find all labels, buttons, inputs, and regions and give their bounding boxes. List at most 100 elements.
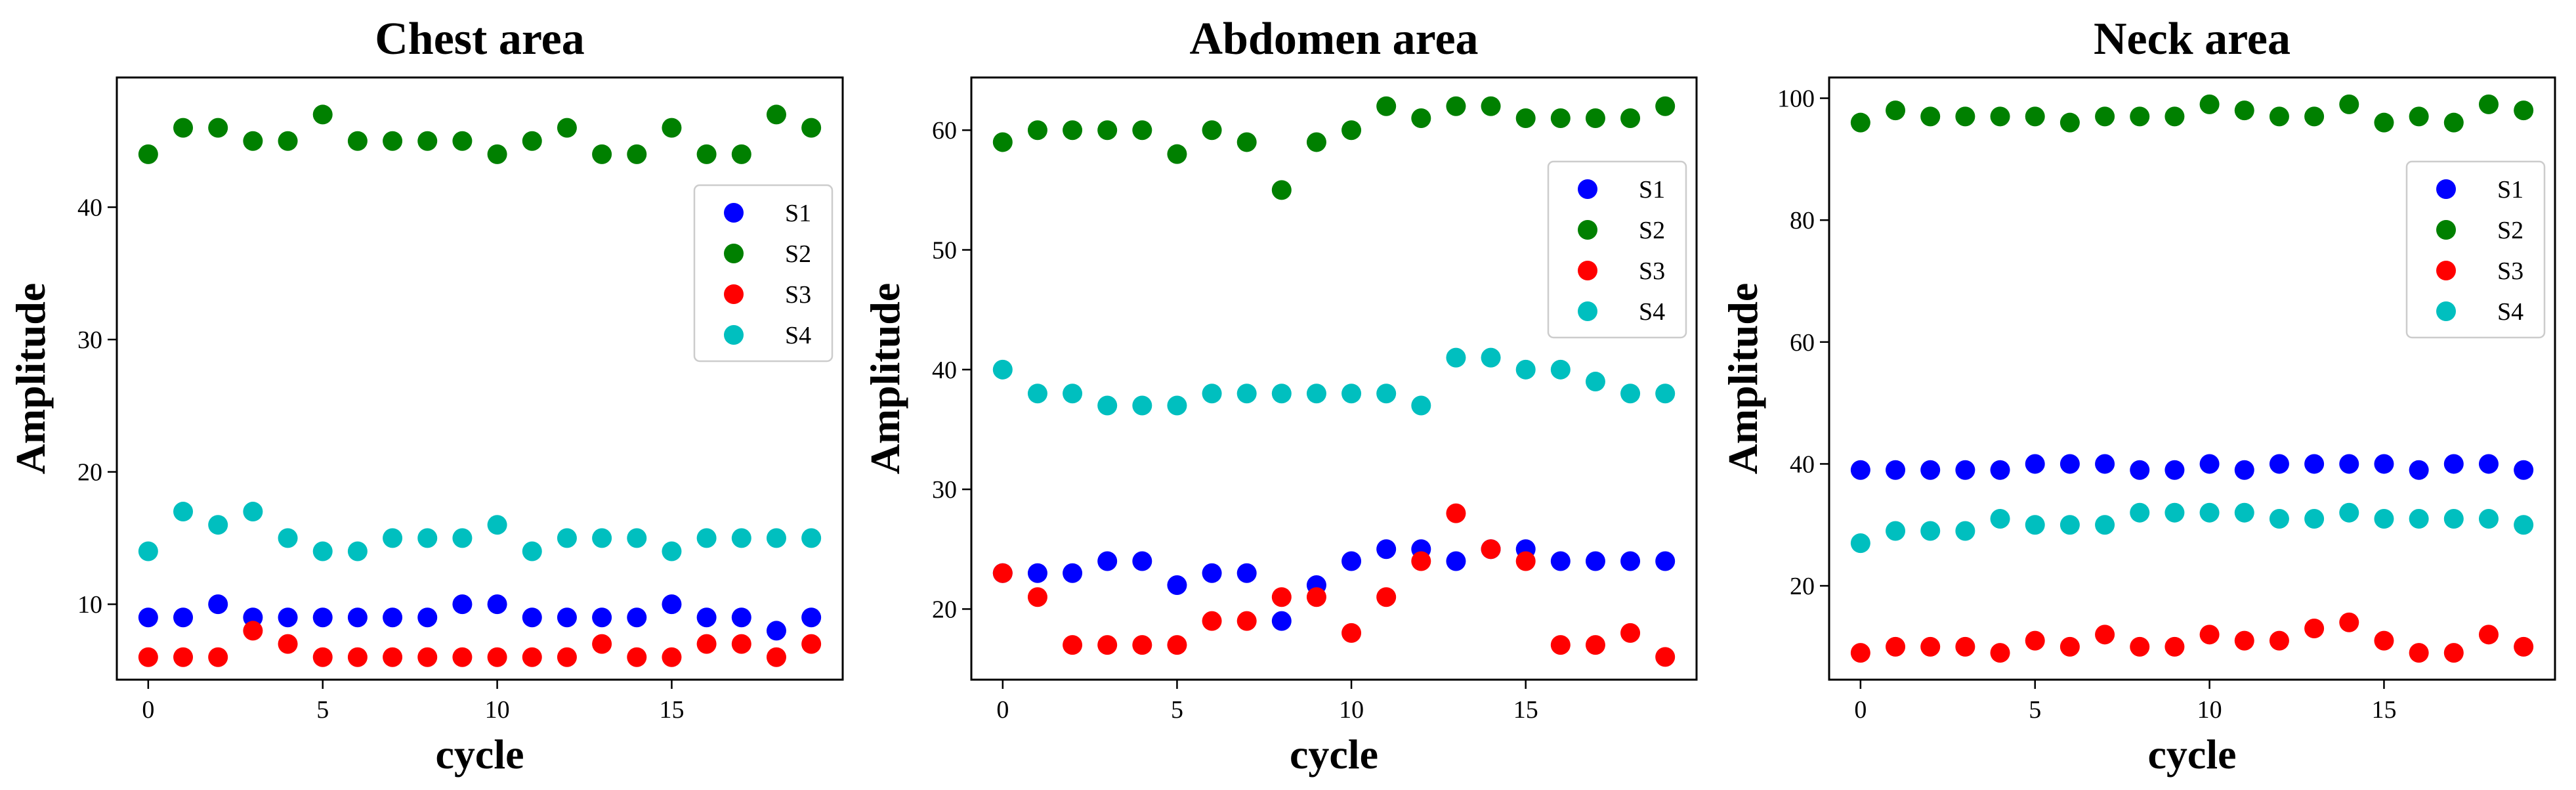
data-point-s4: [2339, 502, 2359, 523]
data-point-s3: [1167, 635, 1187, 655]
data-point-s1: [1341, 551, 1362, 571]
data-point-s4: [1886, 521, 1906, 541]
legend-frame: [2405, 160, 2546, 339]
data-point-s4: [243, 502, 263, 522]
data-point-s3: [2130, 636, 2150, 657]
y-tick-label: 60: [932, 117, 957, 144]
data-point-s4: [208, 515, 228, 535]
data-point-s4: [1620, 384, 1641, 404]
legend-label-s2: S2: [785, 240, 811, 268]
data-point-s2: [1341, 120, 1362, 141]
data-point-s2: [1167, 144, 1187, 164]
data-point-s1: [766, 621, 786, 641]
chart-panel-abdomen-area: Abdomen area 0 5 10 15 20 30 40 50 60 cycle Amplitu…: [862, 14, 1698, 778]
data-point-s1: [1063, 563, 1083, 583]
data-point-s2: [417, 131, 438, 151]
data-point-s2: [1202, 120, 1222, 141]
data-point-s2: [383, 131, 403, 151]
data-point-s4: [2409, 508, 2429, 529]
data-point-s2: [1920, 106, 1941, 127]
chart-panel-chest-area: Chest area 0 5 10 15 10 20 30 40 cycle Amplitude S1…: [7, 14, 844, 778]
data-point-s2: [347, 131, 368, 151]
data-point-s1: [696, 607, 717, 628]
data-point-s2: [2059, 112, 2080, 133]
legend-label-s1: S1: [785, 200, 811, 227]
legend-marker-s2: [1578, 220, 1597, 240]
y-tick-label: 40: [77, 194, 102, 222]
data-point-s3: [766, 647, 786, 667]
data-point-s4: [487, 515, 507, 535]
x-tick-label: 0: [996, 696, 1009, 724]
data-point-s3: [2514, 636, 2534, 657]
legend-frame: [693, 184, 834, 362]
data-point-s1: [2478, 454, 2499, 474]
plot-frame: [116, 76, 844, 681]
data-point-s2: [487, 144, 507, 164]
data-point-s2: [2164, 106, 2185, 127]
data-point-s3: [1411, 551, 1431, 571]
data-point-s4: [278, 528, 298, 548]
data-point-s1: [1620, 551, 1641, 571]
data-point-s1: [1550, 551, 1571, 571]
data-point-s3: [992, 563, 1013, 583]
data-point-s3: [1990, 643, 2010, 663]
data-point-s3: [312, 647, 333, 667]
data-point-s2: [1097, 120, 1118, 141]
data-point-s1: [2374, 454, 2394, 474]
data-point-s4: [1306, 384, 1326, 404]
data-point-s2: [2443, 112, 2464, 133]
y-tick-label: 20: [1790, 573, 1815, 600]
data-point-s3: [417, 647, 438, 667]
legend-marker-s4: [2436, 301, 2456, 321]
data-point-s1: [731, 607, 751, 628]
legend-label-s3: S3: [1639, 257, 1665, 285]
data-point-s2: [1376, 96, 1397, 116]
data-point-s3: [2478, 625, 2499, 645]
legend-label-s2: S2: [2497, 217, 2523, 244]
data-point-s4: [383, 528, 403, 548]
data-point-s2: [766, 104, 786, 125]
x-tick-label: 15: [659, 696, 684, 724]
x-tick-label: 10: [2197, 696, 2222, 724]
legend-marker-s3: [1578, 261, 1597, 280]
data-point-s3: [592, 634, 612, 654]
series-s4: [992, 347, 1676, 416]
y-tick-label: 60: [1790, 329, 1815, 357]
data-point-s3: [1550, 635, 1571, 655]
y-tick-label: 100: [1777, 85, 1815, 113]
data-point-s4: [2269, 508, 2289, 529]
data-point-s2: [2478, 94, 2499, 114]
data-point-s4: [1202, 384, 1222, 404]
series-s3: [992, 503, 1676, 667]
data-point-s2: [2304, 106, 2325, 127]
legend-label-s1: S1: [2497, 176, 2523, 204]
legend-marker-s1: [724, 203, 744, 223]
data-point-s1: [1886, 460, 1906, 480]
data-point-s4: [2130, 502, 2150, 523]
data-point-s2: [1481, 96, 1501, 116]
data-point-s1: [627, 607, 647, 628]
data-point-s1: [1955, 460, 1975, 480]
data-point-s2: [278, 131, 298, 151]
data-point-s3: [1341, 623, 1362, 643]
data-point-s3: [1481, 539, 1501, 560]
x-axis-label: cycle: [436, 731, 524, 778]
data-point-s4: [1655, 384, 1676, 404]
data-point-s4: [1271, 384, 1292, 404]
data-point-s1: [2059, 454, 2080, 474]
data-point-s1: [1920, 460, 1941, 480]
data-point-s1: [1271, 611, 1292, 631]
data-point-s2: [801, 118, 822, 138]
series-s2: [1850, 94, 2534, 133]
series-s4: [138, 502, 822, 561]
data-point-s3: [2339, 612, 2359, 632]
data-point-s1: [2130, 460, 2150, 480]
data-point-s2: [1655, 96, 1676, 116]
x-axis-label: cycle: [2148, 731, 2237, 778]
data-point-s4: [312, 541, 333, 561]
data-point-s3: [1955, 636, 1975, 657]
data-point-s2: [731, 144, 751, 164]
data-point-s1: [2199, 454, 2220, 474]
data-point-s3: [278, 634, 298, 654]
